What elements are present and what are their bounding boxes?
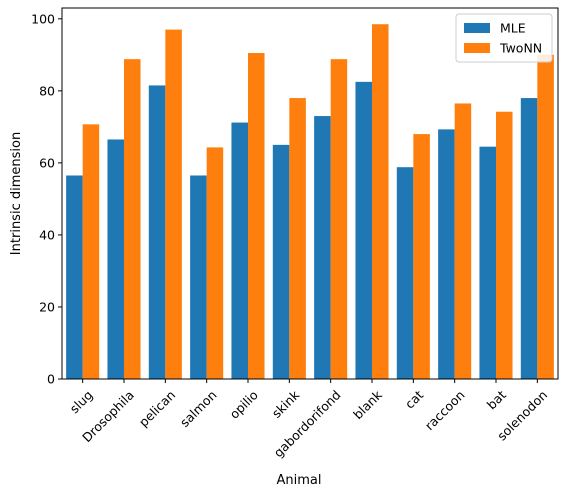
bar-twonn-drosophila xyxy=(124,59,141,379)
bar-twonn-bat xyxy=(496,111,513,379)
bar-twonn-opilio xyxy=(248,53,265,380)
plot-frame xyxy=(61,7,559,380)
x-tick-label: pelican xyxy=(136,387,178,429)
legend-label-mle: MLE xyxy=(500,21,526,36)
legend: MLE TwoNN xyxy=(455,13,553,63)
legend-swatch-mle xyxy=(464,23,490,33)
legend-swatch-twonn xyxy=(464,43,490,53)
bar-twonn-salmon xyxy=(206,147,224,379)
x-tick-label: opilio xyxy=(226,387,260,421)
bar-mle-slug xyxy=(66,175,83,379)
x-tick-label: slug xyxy=(67,387,96,416)
bars-layer xyxy=(66,24,554,380)
bar-twonn-raccoon xyxy=(454,103,472,380)
bar-mle-cat xyxy=(396,167,414,379)
y-tick-label: 20 xyxy=(39,299,55,314)
x-tick-label: skink xyxy=(269,387,303,421)
bar-mle-drosophila xyxy=(107,139,124,379)
bar-mle-bat xyxy=(479,146,496,379)
x-tick-label: bat xyxy=(484,387,509,412)
x-tick-label: cat xyxy=(402,387,426,411)
y-tick-label: 100 xyxy=(31,11,55,26)
bar-twonn-solenodon xyxy=(537,54,554,379)
y-tick-label: 0 xyxy=(47,372,55,387)
y-axis: 0 20 40 60 80 100 xyxy=(31,11,62,387)
y-tick-label: 40 xyxy=(39,227,55,242)
x-tick-label: blank xyxy=(350,387,385,422)
x-tick-label: raccoon xyxy=(422,387,468,433)
x-axis-label: Animal xyxy=(277,473,322,488)
bar-twonn-skink xyxy=(289,98,306,379)
bar-mle-blank xyxy=(355,81,372,379)
bar-twonn-slug xyxy=(82,124,100,380)
bar-mle-skink xyxy=(272,144,290,379)
bar-twonn-blank xyxy=(372,24,389,379)
y-tick-label: 60 xyxy=(39,155,55,170)
y-tick-label: 80 xyxy=(39,83,55,98)
bar-mle-solenodon xyxy=(520,98,538,379)
bar-mle-gabordorifond xyxy=(314,116,331,379)
bar-twonn-cat xyxy=(413,134,430,379)
bar-mle-pelican xyxy=(148,85,166,380)
legend-label-twonn: TwoNN xyxy=(499,41,542,56)
x-tick-label: salmon xyxy=(177,387,220,430)
bar-twonn-pelican xyxy=(165,29,182,379)
y-axis-label: Intrinsic dimension xyxy=(9,132,24,255)
bar-mle-opilio xyxy=(231,122,248,379)
bar-mle-raccoon xyxy=(438,129,455,379)
bar-mle-salmon xyxy=(190,175,207,379)
bar-twonn-gabordorifond xyxy=(330,59,348,379)
